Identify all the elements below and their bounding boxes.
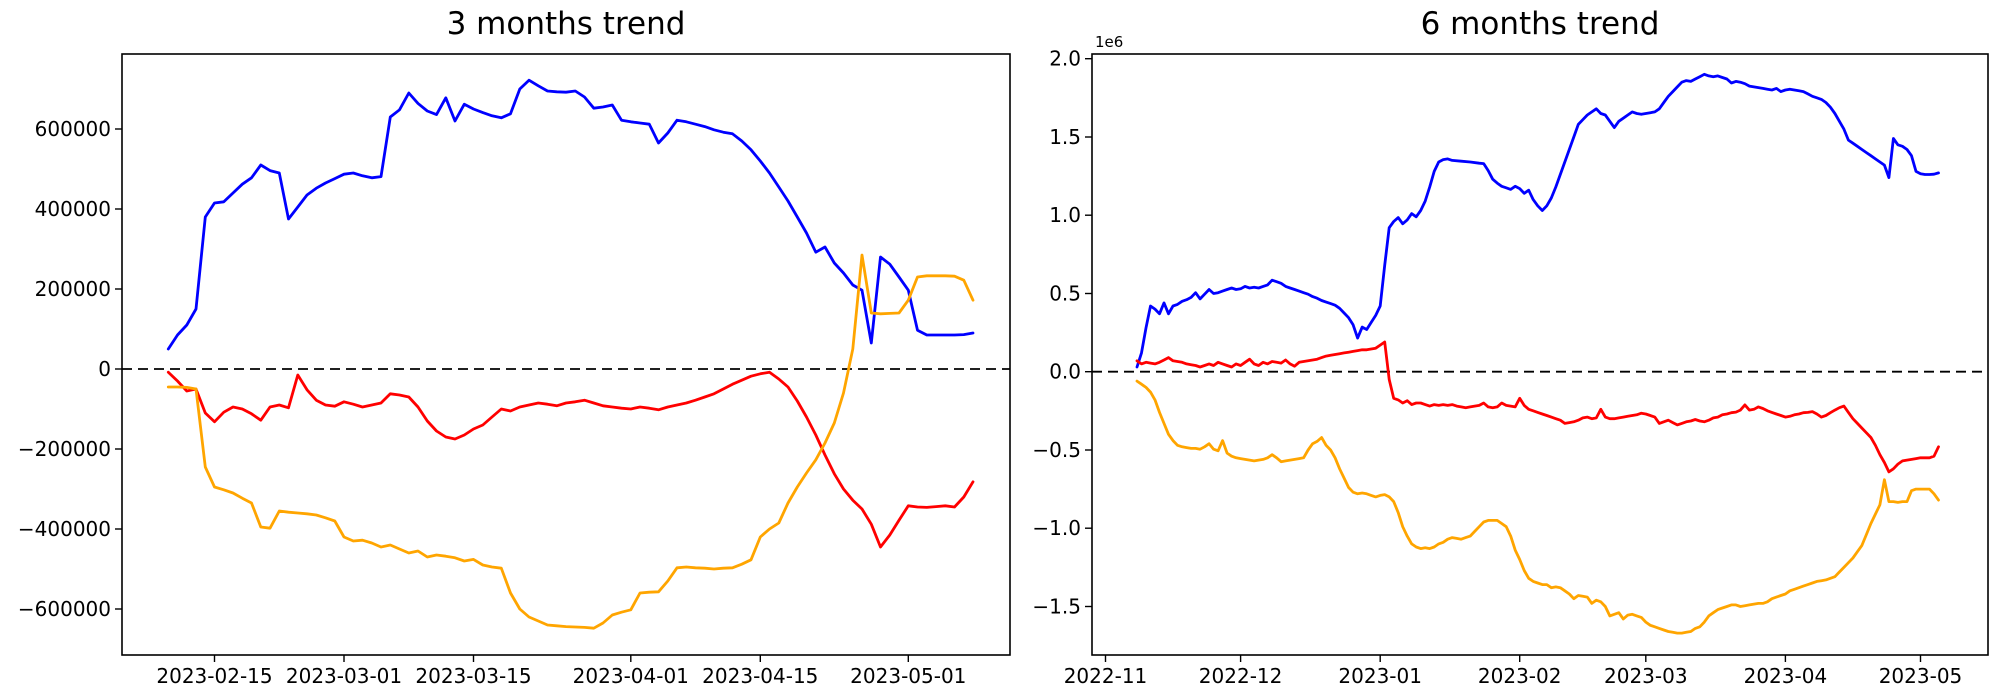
x-tick-label: 2023-02-15 [156, 664, 272, 688]
y-tick-label: 0.5 [1049, 282, 1081, 306]
y-tick-label: −200000 [18, 437, 111, 461]
y-tick-label: 0 [98, 357, 111, 381]
y-tick-label: 0.0 [1049, 360, 1081, 384]
chart-title-3-months: 3 months trend [446, 6, 686, 42]
x-tick-label: 2023-04 [1744, 664, 1828, 688]
y-tick-label: −1.5 [1032, 595, 1081, 619]
axes-spines [1091, 53, 1989, 656]
y-tick-label: −1.0 [1032, 516, 1081, 540]
series-line-orange [1135, 379, 1940, 635]
y-axis-offset-label: 1e6 [1095, 33, 1123, 51]
y-tick-label: 1.0 [1049, 203, 1081, 227]
x-tick-label: 2023-04-01 [573, 664, 689, 688]
y-tick-label: 600000 [35, 117, 111, 141]
series-line-red [166, 370, 975, 549]
x-tick-label: 2023-01 [1338, 664, 1422, 688]
x-tick-label: 2022-12 [1199, 664, 1283, 688]
series-line-blue [1135, 72, 1940, 369]
y-tick-label: 200000 [35, 277, 111, 301]
y-tick-label: −600000 [18, 597, 111, 621]
x-tick-label: 2023-04-15 [702, 664, 818, 688]
x-tick-label: 2023-03-01 [286, 664, 402, 688]
series-line-orange [166, 253, 975, 630]
series-line-blue [166, 78, 975, 351]
x-tick-label: 2023-03 [1604, 664, 1688, 688]
x-tick-label: 2023-05 [1879, 664, 1963, 688]
chart-title-6-months: 6 months trend [1420, 6, 1660, 42]
y-tick-label: 2.0 [1049, 47, 1081, 71]
x-tick-label: 2023-05-01 [850, 664, 966, 688]
y-tick-label: −400000 [18, 517, 111, 541]
x-tick-label: 2022-11 [1064, 664, 1148, 688]
x-tick-label: 2023-02 [1478, 664, 1562, 688]
axes-spines [121, 53, 1011, 656]
y-tick-label: 1.5 [1049, 125, 1081, 149]
y-tick-label: −0.5 [1032, 438, 1081, 462]
x-tick-label: 2023-03-15 [415, 664, 531, 688]
series-line-red [1135, 340, 1940, 474]
y-tick-label: 400000 [35, 197, 111, 221]
